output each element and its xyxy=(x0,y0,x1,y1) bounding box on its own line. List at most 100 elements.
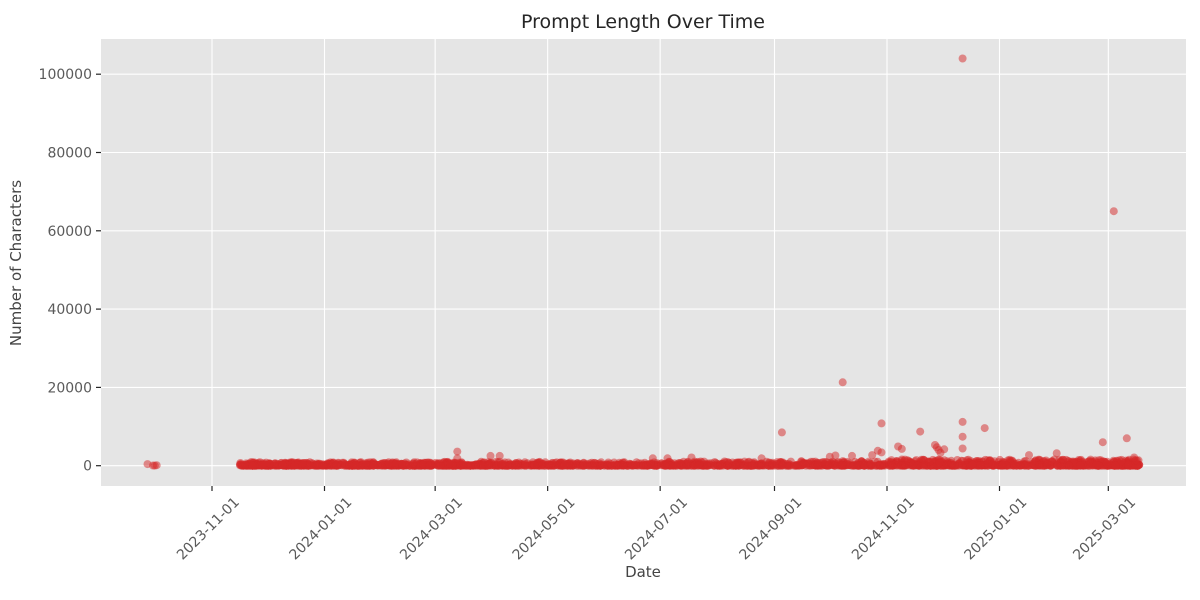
scatter-point xyxy=(1085,457,1094,465)
scatter-point xyxy=(453,454,462,463)
scatter-point xyxy=(1124,460,1133,469)
scatter-point xyxy=(362,459,371,468)
scatter-point xyxy=(352,461,361,470)
scatter-point xyxy=(384,459,393,468)
scatter-point xyxy=(976,461,985,470)
scatter-point xyxy=(901,461,910,470)
scatter-point xyxy=(1020,461,1029,470)
scatter-point xyxy=(1030,460,1039,469)
scatter-points xyxy=(143,54,1144,470)
scatter-point xyxy=(731,461,740,470)
scatter-point xyxy=(877,448,886,457)
scatter-point xyxy=(848,451,856,460)
scatter-point xyxy=(278,461,287,470)
scatter-point xyxy=(988,459,997,468)
scatter-point xyxy=(259,461,268,469)
scatter-point xyxy=(1094,461,1103,470)
scatter-point xyxy=(598,460,607,469)
scatter-point xyxy=(949,461,958,470)
scatter-point xyxy=(935,458,944,467)
y-tick-label: 80000 xyxy=(47,146,92,162)
scatter-point xyxy=(757,454,766,463)
scatter-point xyxy=(1098,438,1107,447)
scatter-point xyxy=(369,461,378,470)
scatter-point xyxy=(582,460,591,469)
scatter-point xyxy=(819,458,828,467)
scatter-point xyxy=(495,451,504,460)
scatter-point xyxy=(332,461,341,470)
scatter-point xyxy=(511,461,520,470)
scatter-point xyxy=(1111,461,1120,470)
scatter-point xyxy=(545,460,554,469)
plot-area xyxy=(101,39,1186,486)
scatter-point xyxy=(564,459,573,468)
scatter-point xyxy=(1102,459,1111,468)
x-axis-label: Date xyxy=(625,563,661,581)
scatter-point xyxy=(1052,449,1061,458)
scatter-point xyxy=(152,461,161,470)
y-tick-labels: 0 20000 40000 60000 80000 100000 xyxy=(39,67,92,475)
y-tick-label: 40000 xyxy=(47,302,92,318)
scatter-point xyxy=(1109,207,1118,216)
scatter-point xyxy=(830,461,839,470)
scatter-point xyxy=(1130,453,1139,462)
scatter-point xyxy=(968,460,977,469)
tick-marks xyxy=(96,73,1109,491)
scatter-point xyxy=(703,461,712,470)
scatter-point xyxy=(868,451,877,460)
scatter-point xyxy=(648,454,657,463)
scatter-point xyxy=(1064,461,1073,470)
scatter-point xyxy=(916,427,925,436)
scatter-point xyxy=(1076,461,1085,470)
scatter-point xyxy=(606,459,615,468)
scatter-point xyxy=(801,461,810,470)
scatter-point xyxy=(484,461,493,470)
scatter-point xyxy=(694,461,703,470)
scatter-point xyxy=(1010,461,1019,470)
scatter-point xyxy=(345,461,354,469)
scatter-point xyxy=(743,461,752,470)
scatter-point xyxy=(813,461,822,469)
scatter-point xyxy=(1043,458,1052,467)
scatter-point xyxy=(409,459,418,468)
scatter-point xyxy=(290,461,299,470)
chart-title: Prompt Length Over Time xyxy=(521,11,765,33)
scatter-point xyxy=(980,424,989,433)
scatter-point xyxy=(958,54,967,63)
y-axis-label: Number of Characters xyxy=(7,180,25,346)
scatter-point xyxy=(663,454,672,463)
scatter-point xyxy=(831,451,840,460)
scatter-point xyxy=(887,461,896,470)
scatter-point xyxy=(877,419,886,428)
scatter-point xyxy=(270,459,279,468)
y-tick-label: 0 xyxy=(83,459,92,475)
scatter-point xyxy=(687,453,696,462)
y-tick-label: 100000 xyxy=(39,67,92,83)
scatter-point xyxy=(466,461,475,470)
scatter-point xyxy=(873,457,882,466)
scatter-point xyxy=(425,461,434,470)
scatter-point xyxy=(940,445,949,454)
scatter-point xyxy=(1117,457,1126,466)
scatter-point xyxy=(486,451,495,460)
gridlines xyxy=(101,39,1186,486)
scatter-point xyxy=(436,461,445,470)
scatter-point xyxy=(674,459,683,467)
y-tick-label: 60000 xyxy=(47,224,92,240)
scatter-point xyxy=(661,461,670,470)
scatter-point xyxy=(453,447,462,456)
scatter-point xyxy=(590,458,599,467)
scatter-point xyxy=(724,459,733,468)
scatter-point xyxy=(445,459,454,468)
scatter-point xyxy=(1053,461,1062,470)
scatter-point xyxy=(318,461,327,470)
scatter-point xyxy=(958,432,967,441)
scatter-point xyxy=(958,444,967,453)
scatter-point xyxy=(919,455,928,464)
scatter-point xyxy=(777,428,786,437)
scatter-point xyxy=(1025,451,1033,460)
y-tick-label: 20000 xyxy=(47,380,92,396)
scatter-point xyxy=(521,460,530,468)
